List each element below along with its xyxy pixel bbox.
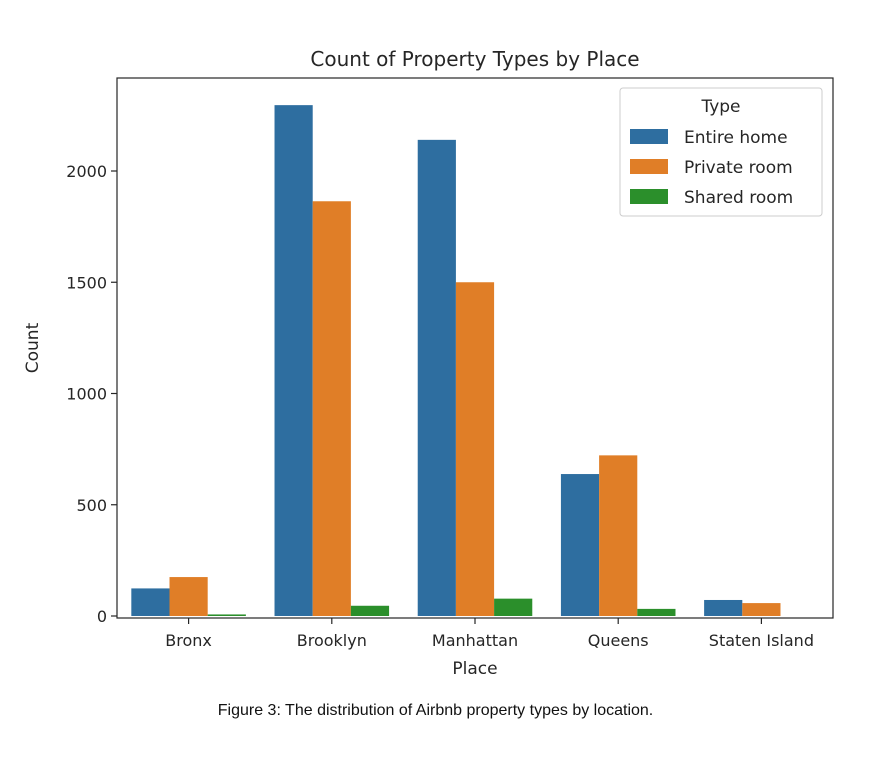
bar-shared-room-brooklyn [350,605,390,616]
legend-title: Type [700,97,740,117]
legend-swatch [630,189,668,204]
bar-private-room-manhattan [455,282,495,616]
legend-entry-label: Private room [684,158,793,178]
bar-chart: Count of Property Types by Place 0 500 100… [23,47,834,679]
x-axis-label: Place [452,659,497,679]
bar-private-room-queens [599,455,638,616]
figure-caption: Figure 3: The distribution of Airbnb pro… [217,702,654,719]
legend-entry-label: Shared room [684,188,793,208]
legend-box [619,87,823,217]
bar-entire-home-queens [560,474,600,616]
bar-entire-home-manhattan [417,139,456,616]
bar-entire-home-bronx [131,588,170,616]
x-axis: Bronx Brooklyn Manhattan Queens Staten Islan… [165,618,814,650]
bar-private-room-brooklyn [312,201,351,616]
y-tick-label: 0 [97,607,107,626]
y-axis: 0 500 1000 1500 2000 [66,162,117,626]
bar-shared-room-queens [637,608,676,616]
y-tick-label: 500 [76,496,107,515]
x-tick-label: Queens [588,631,649,650]
x-tick-label: Brooklyn [297,631,367,650]
bar-private-room-bronx [169,577,208,616]
x-tick-label: Bronx [165,631,212,650]
bar-private-room-staten-island [742,603,781,616]
bar-shared-room-bronx [207,614,246,616]
legend-swatch [630,159,668,174]
bar-entire-home-brooklyn [274,105,313,616]
y-axis-label: Count [23,322,43,373]
legend: Type Entire home Private room Shared room [619,87,823,217]
y-tick-label: 1500 [66,273,107,292]
x-tick-label: Manhattan [432,631,518,650]
y-tick-label: 2000 [66,162,107,181]
x-tick-label: Staten Island [709,631,814,650]
legend-swatch [630,129,668,144]
chart-title: Count of Property Types by Place [310,47,639,71]
y-tick-label: 1000 [66,385,107,404]
bar-entire-home-staten-island [704,599,743,616]
bar-shared-room-manhattan [494,598,533,616]
bars-layer [131,105,781,616]
legend-entry-label: Entire home [684,128,788,148]
